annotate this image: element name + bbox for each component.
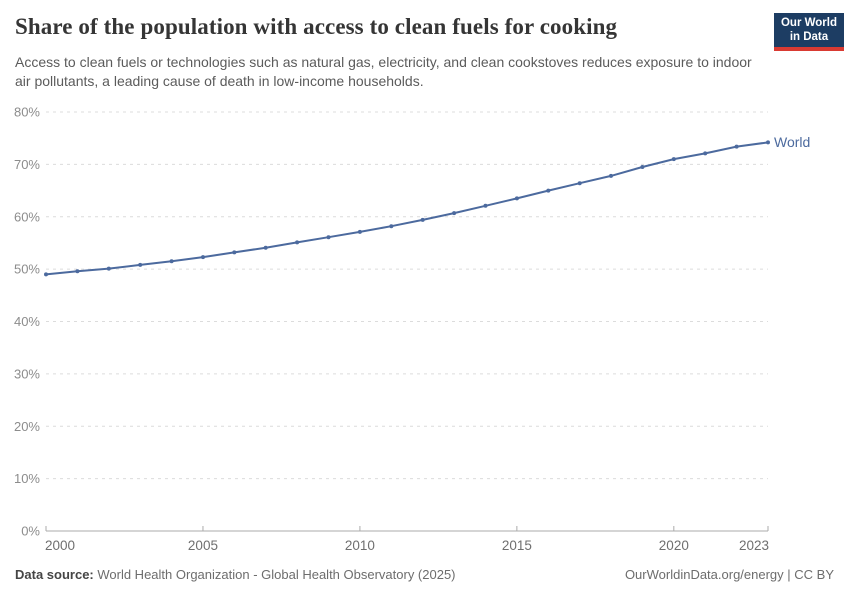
data-point[interactable] [295, 240, 300, 245]
chart-subtitle: Access to clean fuels or technologies su… [15, 54, 752, 89]
y-tick-label: 40% [14, 314, 40, 329]
data-point[interactable] [514, 196, 519, 201]
x-tick-label: 2015 [502, 538, 532, 553]
x-tick-label: 2010 [345, 538, 375, 553]
owid-logo-line2: in Data [789, 30, 829, 43]
data-point[interactable] [169, 259, 174, 264]
data-point[interactable] [326, 235, 331, 240]
chart-footer: Data source: World Health Organization -… [15, 567, 834, 582]
x-tick-label: 2023 [739, 538, 769, 553]
data-point[interactable] [452, 211, 457, 216]
y-tick-label: 70% [14, 157, 40, 172]
x-tick-label: 2005 [188, 538, 218, 553]
y-tick-label: 80% [14, 105, 40, 120]
data-point[interactable] [44, 272, 48, 277]
data-point[interactable] [389, 224, 394, 229]
x-tick-label: 2020 [659, 538, 689, 553]
y-tick-label: 20% [14, 419, 40, 434]
data-point[interactable] [577, 181, 582, 186]
data-point[interactable] [201, 255, 205, 260]
data-point[interactable] [420, 217, 425, 222]
data-point[interactable] [75, 269, 80, 274]
data-source-text: World Health Organization - Global Healt… [93, 567, 456, 582]
x-tick-label: 2000 [45, 538, 75, 553]
y-tick-label: 10% [14, 471, 40, 486]
data-point[interactable] [263, 245, 268, 250]
data-source-label: Data source: [15, 567, 94, 582]
data-point[interactable] [766, 140, 770, 145]
data-point[interactable] [106, 266, 111, 271]
y-tick-label: 60% [14, 209, 40, 224]
series-line[interactable] [45, 141, 769, 276]
credit-link[interactable]: OurWorldinData.org/energy | CC BY [624, 567, 834, 582]
data-point[interactable] [734, 144, 739, 149]
data-source: Data source: World Health Organization -… [15, 567, 456, 582]
owid-logo[interactable]: Our World in Data [773, 13, 844, 51]
y-tick-label: 30% [14, 366, 40, 381]
data-point[interactable] [703, 151, 708, 156]
data-point[interactable] [483, 203, 488, 208]
y-tick-label: 0% [21, 524, 40, 539]
data-point[interactable] [357, 229, 362, 234]
chart-title: Share of the population with access to c… [15, 14, 618, 39]
data-point[interactable] [609, 173, 613, 178]
y-tick-label: 50% [14, 262, 40, 277]
series-label[interactable]: World [774, 134, 810, 150]
data-point[interactable] [640, 165, 645, 169]
data-point[interactable] [232, 250, 237, 255]
data-point[interactable] [546, 188, 551, 193]
data-point[interactable] [671, 157, 676, 162]
owid-logo-line1: Our World [780, 17, 837, 29]
line-chart: 0% 10% 20% 30% 40% 50% 60% 70% 80% 2000 2005 2010 20… [14, 105, 810, 554]
data-point[interactable] [138, 262, 143, 267]
